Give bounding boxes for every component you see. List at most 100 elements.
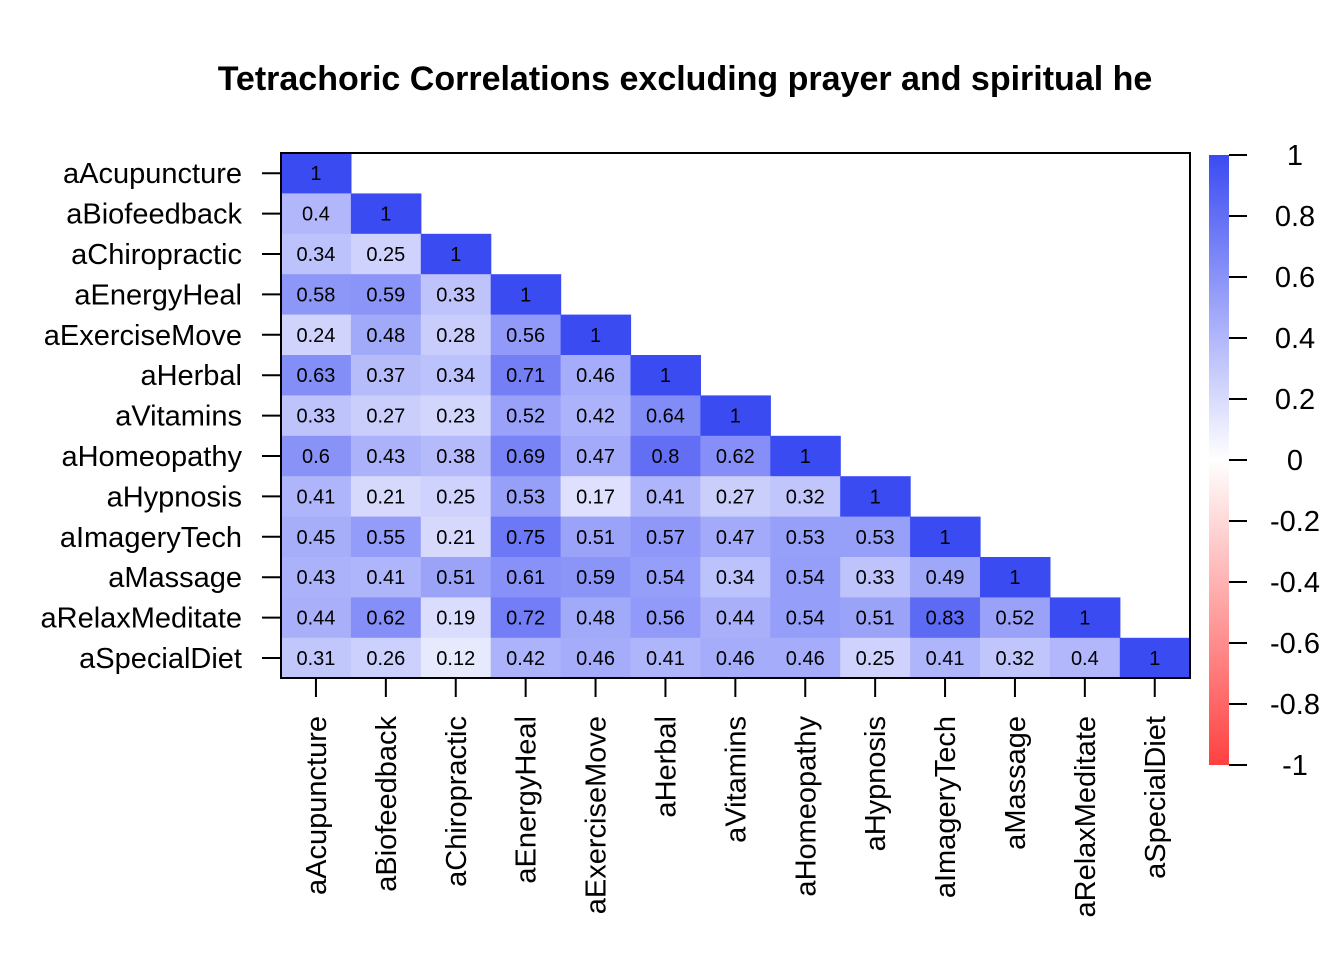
color-legend-bar <box>1209 155 1229 765</box>
heatmap-cell <box>281 637 352 679</box>
cell-value-label: 0.33 <box>856 567 895 589</box>
legend-tick-label: -0.4 <box>1270 567 1320 599</box>
cell-value-label: 0.43 <box>366 446 405 468</box>
column-tick-label: aSpecialDiet <box>1140 716 1172 879</box>
cell-value-label: 0.25 <box>366 244 405 266</box>
row-tick-label: aAcupuncture <box>63 158 242 190</box>
cell-value-label: 0.72 <box>506 608 545 630</box>
heatmap-cell <box>281 476 352 518</box>
cell-value-label: 0.42 <box>506 648 545 670</box>
cell-value-label: 0.51 <box>576 527 615 549</box>
heatmap-cell <box>350 355 422 396</box>
color-legend-ticks: 1 0.8 0.6 0.4 0.2 0 -0.2 -0.4 -0.6 -0.8 -1 <box>1229 140 1320 782</box>
cell-value-label: 0.26 <box>366 648 405 670</box>
cell-value-label: 0.34 <box>716 567 755 589</box>
heatmap-cell <box>770 516 841 558</box>
column-tick-label: aVitamins <box>720 716 752 843</box>
heatmap-cell <box>420 355 492 396</box>
cell-value-label: 0.44 <box>716 608 755 630</box>
cell-value-label: 0.49 <box>926 567 965 589</box>
heatmap-cell <box>910 516 981 558</box>
row-tick-label: aHypnosis <box>107 481 242 513</box>
cell-value-label: 0.32 <box>786 486 825 508</box>
cell-value-label: 0.34 <box>296 244 335 266</box>
cell-value-label: 0.12 <box>436 648 475 670</box>
heatmap-cell <box>281 597 352 639</box>
heatmap-cell <box>281 516 352 558</box>
heatmap-cell <box>1119 637 1191 679</box>
column-tick-label: aAcupuncture <box>301 716 333 895</box>
heatmap-cells: 10.4 10.34 0.25 10.58 0.59 0.33 10.24 0.48 0.28 0… <box>281 153 1191 679</box>
heatmap-cell <box>560 516 632 558</box>
heatmap-cell <box>350 557 422 598</box>
heatmap-cell <box>630 355 701 396</box>
cell-value-label: 1 <box>870 486 881 508</box>
row-tick-label: aRelaxMeditate <box>41 603 243 635</box>
heatmap-cell <box>281 233 352 275</box>
heatmap-cell <box>630 597 701 639</box>
heatmap-cell <box>281 557 352 598</box>
cell-value-label: 0.4 <box>302 204 330 226</box>
cell-value-label: 0.59 <box>576 567 615 589</box>
heatmap-cell <box>350 233 422 275</box>
cell-value-label: 0.62 <box>716 446 755 468</box>
cell-value-label: 0.4 <box>1071 648 1099 670</box>
heatmap-cell <box>420 637 492 679</box>
cell-value-label: 0.19 <box>436 608 475 630</box>
cell-value-label: 1 <box>450 244 461 266</box>
legend-tick-label: -0.8 <box>1270 689 1320 721</box>
cell-value-label: 0.56 <box>506 325 545 347</box>
heatmap-cell <box>350 314 422 356</box>
heatmap-cell <box>770 597 841 639</box>
cell-value-label: 0.54 <box>786 567 825 589</box>
heatmap-cell <box>281 274 352 316</box>
heatmap-cell <box>420 314 492 356</box>
cell-value-label: 0.46 <box>576 365 615 387</box>
heatmap-cell <box>350 637 422 679</box>
heatmap-cell <box>700 597 771 639</box>
cell-value-label: 0.58 <box>296 284 335 306</box>
cell-value-label: 0.42 <box>576 406 615 428</box>
cell-value-label: 0.6 <box>302 446 330 468</box>
legend-tick-label: 0.2 <box>1275 384 1315 416</box>
heatmap-cell <box>1049 637 1121 679</box>
heatmap-cell <box>350 476 422 518</box>
cell-value-label: 0.54 <box>786 608 825 630</box>
cell-value-label: 0.21 <box>436 527 475 549</box>
legend-tick-label: 0.6 <box>1275 262 1315 294</box>
cell-value-label: 0.53 <box>786 527 825 549</box>
cell-value-label: 0.44 <box>296 608 335 630</box>
heatmap-cell <box>700 516 771 558</box>
cell-value-label: 0.41 <box>296 486 335 508</box>
cell-value-label: 0.47 <box>716 527 755 549</box>
heatmap-cell <box>560 557 632 598</box>
chart-title: Tetrachoric Correlations excluding praye… <box>218 60 1153 98</box>
column-tick-label: aChiropractic <box>441 716 473 887</box>
column-axis: aAcupuncture aBiofeedback aChiropractic aEn… <box>301 678 1172 918</box>
cell-value-label: 1 <box>939 527 950 549</box>
cell-value-label: 0.32 <box>995 648 1034 670</box>
heatmap-cell <box>840 597 911 639</box>
cell-value-label: 0.52 <box>995 608 1034 630</box>
heatmap-cell <box>560 314 632 356</box>
legend-tick-label: 0.8 <box>1275 201 1315 233</box>
heatmap-cell <box>490 637 562 679</box>
heatmap-cell <box>770 637 841 679</box>
cell-value-label: 0.27 <box>716 486 755 508</box>
heatmap-cell <box>700 435 771 477</box>
cell-value-label: 0.51 <box>436 567 475 589</box>
heatmap-cell <box>840 637 911 679</box>
heatmap-cell <box>350 395 422 437</box>
row-tick-label: aChiropractic <box>71 239 242 271</box>
legend-tick-label: 0.4 <box>1275 323 1315 355</box>
cell-value-label: 1 <box>520 284 531 306</box>
row-tick-label: aImageryTech <box>60 522 242 554</box>
heatmap-cell <box>281 355 352 396</box>
heatmap-cell <box>560 395 632 437</box>
heatmap-cell <box>560 355 632 396</box>
heatmap-cell <box>630 516 701 558</box>
heatmap-cell <box>420 435 492 477</box>
heatmap-cell <box>490 557 562 598</box>
cell-value-label: 0.41 <box>646 648 685 670</box>
heatmap-cell <box>840 476 911 518</box>
